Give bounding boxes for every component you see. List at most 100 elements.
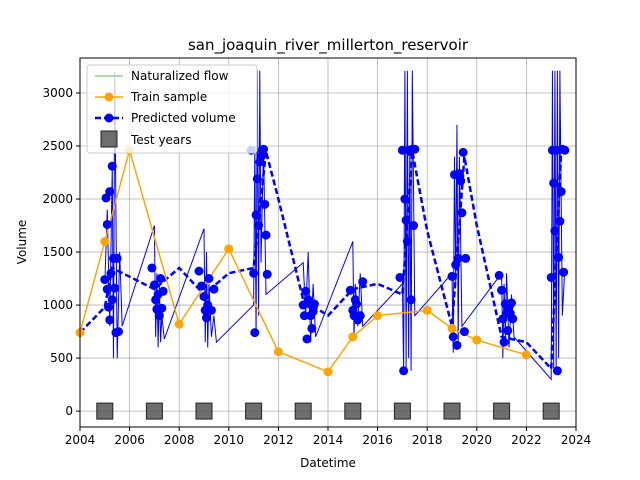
x-axis-label: Datetime xyxy=(300,456,356,470)
predicted-volume-point xyxy=(497,285,507,295)
predicted-volume-point xyxy=(259,144,269,154)
test-year-marker xyxy=(344,402,362,420)
x-tick-label: 2018 xyxy=(412,433,443,447)
predicted-volume-point xyxy=(102,284,112,294)
predicted-volume-point xyxy=(252,174,262,184)
x-tick-label: 2004 xyxy=(65,433,96,447)
y-axis-label: Volume xyxy=(15,220,29,265)
predicted-volume-point xyxy=(149,280,159,290)
predicted-volume-point xyxy=(459,327,469,337)
predicted-volume-point xyxy=(458,147,468,157)
predicted-volume-point xyxy=(397,145,407,155)
predicted-volume-point xyxy=(401,215,411,225)
predicted-volume-point xyxy=(147,263,157,273)
predicted-volume-point xyxy=(447,271,457,281)
predicted-volume-point xyxy=(154,311,164,321)
train-sample-point xyxy=(100,236,110,246)
predicted-volume-point xyxy=(456,176,466,186)
predicted-volume-point xyxy=(100,275,110,285)
predicted-volume-point xyxy=(112,253,122,263)
test-year-marker xyxy=(195,402,213,420)
predicted-volume-point xyxy=(355,311,365,321)
predicted-volume-point xyxy=(113,327,123,337)
predicted-volume-point xyxy=(507,298,517,308)
predicted-volume-point xyxy=(508,314,518,324)
test-year-marker xyxy=(245,402,263,420)
legend-naturalized-label: Naturalized flow xyxy=(131,69,229,83)
predicted-volume-point xyxy=(410,144,420,154)
predicted-volume-point xyxy=(448,332,458,342)
predicted-volume-point xyxy=(299,311,309,321)
predicted-volume-point xyxy=(308,306,318,316)
y-tick-label: 2000 xyxy=(42,192,73,206)
legend-train-marker xyxy=(104,92,114,102)
y-tick-label: 0 xyxy=(65,404,73,418)
predicted-volume-point xyxy=(307,323,317,333)
predicted-volume-point xyxy=(157,303,167,313)
legend-test-years-swatch xyxy=(100,130,118,148)
x-tick-label: 2010 xyxy=(214,433,245,447)
predicted-volume-point xyxy=(106,268,116,278)
predicted-volume-point xyxy=(559,267,569,277)
x-tick-label: 2022 xyxy=(511,433,542,447)
predicted-volume-point xyxy=(406,295,416,305)
test-year-marker xyxy=(294,402,312,420)
predicted-volume-point xyxy=(454,169,464,179)
predicted-volume-point xyxy=(204,274,214,284)
x-axis-ticks: 2004 2006 2008 2010 2012 2014 2016 2018 2020 2022… xyxy=(65,427,592,447)
predicted-volume-point xyxy=(457,208,467,218)
train-sample-point xyxy=(273,347,283,357)
x-tick-label: 2024 xyxy=(561,433,592,447)
train-sample-point xyxy=(373,311,383,321)
test-year-marker xyxy=(96,402,114,420)
predicted-volume-point xyxy=(249,268,259,278)
train-sample-point xyxy=(174,319,184,329)
predicted-volume-point xyxy=(102,219,112,229)
predicted-volume-point xyxy=(105,315,115,325)
predicted-volume-point xyxy=(260,199,270,209)
predicted-volume-point xyxy=(358,277,368,287)
predicted-volume-point xyxy=(461,253,471,263)
legend-predicted-label: Predicted volume xyxy=(131,111,236,125)
predicted-volume-point xyxy=(549,178,559,188)
predicted-volume-point xyxy=(345,285,355,295)
x-tick-label: 2014 xyxy=(313,433,344,447)
predicted-volume-point xyxy=(251,210,261,220)
y-tick-label: 3000 xyxy=(42,86,73,100)
predicted-volume-point xyxy=(503,326,513,336)
train-sample-point xyxy=(323,367,333,377)
predicted-volume-point xyxy=(209,284,219,294)
train-sample-point xyxy=(447,323,457,333)
predicted-volume-point xyxy=(552,366,562,376)
y-tick-label: 500 xyxy=(50,351,73,365)
predicted-volume-point xyxy=(107,161,117,171)
predicted-volume-point xyxy=(399,366,409,376)
predicted-volume-point xyxy=(452,340,462,350)
predicted-volume-point xyxy=(197,281,207,291)
predicted-volume-point xyxy=(201,313,211,323)
legend-predicted-marker xyxy=(104,113,114,123)
x-tick-label: 2008 xyxy=(164,433,195,447)
predicted-volume-point xyxy=(555,216,565,226)
test-year-marker xyxy=(443,402,461,420)
train-sample-point xyxy=(348,332,358,342)
test-year-marker xyxy=(393,402,411,420)
predicted-volume-point xyxy=(104,302,114,312)
predicted-volume-point xyxy=(402,236,412,246)
predicted-volume-point xyxy=(400,194,410,204)
predicted-volume-point xyxy=(395,272,405,282)
x-tick-label: 2012 xyxy=(263,433,294,447)
predicted-volume-point xyxy=(110,283,120,293)
predicted-volume-point xyxy=(409,221,419,231)
predicted-volume-point xyxy=(206,305,216,315)
y-axis-ticks: 0 500 1000 1500 2000 2500 3000 xyxy=(42,86,80,418)
y-tick-label: 1500 xyxy=(42,245,73,259)
predicted-volume-point xyxy=(302,334,312,344)
train-sample-point xyxy=(224,244,234,254)
predicted-volume-point xyxy=(254,221,264,231)
predicted-volume-point xyxy=(352,299,362,309)
y-tick-label: 1000 xyxy=(42,298,73,312)
y-tick-label: 2500 xyxy=(42,139,73,153)
predicted-volume-point xyxy=(554,252,564,262)
